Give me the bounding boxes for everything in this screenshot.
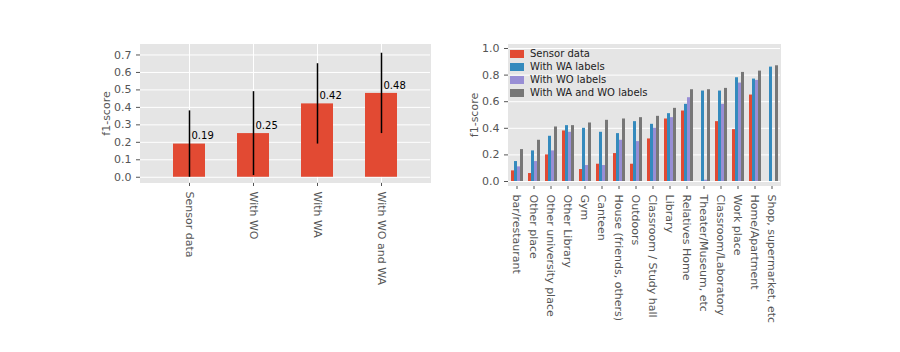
svg-text:1.0: 1.0 xyxy=(482,42,500,55)
svg-text:Gym: Gym xyxy=(578,195,591,221)
svg-text:0.6: 0.6 xyxy=(114,66,132,79)
svg-text:bar/restaurant: bar/restaurant xyxy=(510,195,523,275)
svg-text:Home/Apartment: Home/Apartment xyxy=(748,195,761,291)
svg-text:Library: Library xyxy=(663,195,676,234)
svg-text:f1-score: f1-score xyxy=(100,91,113,136)
html-text:With WA labels: With WA labels xyxy=(530,61,605,72)
svg-text:0.4: 0.4 xyxy=(482,122,500,135)
svg-text:0.2: 0.2 xyxy=(482,148,500,161)
svg-text:0.25: 0.25 xyxy=(256,120,278,131)
svg-text:Canteen: Canteen xyxy=(595,195,608,241)
svg-text:Outdoors: Outdoors xyxy=(629,195,642,246)
svg-text:0.2: 0.2 xyxy=(114,136,132,149)
svg-text:Shop, supermarket, etc: Shop, supermarket, etc xyxy=(765,195,778,324)
html-text:With WA and WO labels: With WA and WO labels xyxy=(530,87,648,98)
svg-text:0.1: 0.1 xyxy=(114,153,132,166)
svg-text:House (friends, others): House (friends, others) xyxy=(612,195,625,321)
svg-text:Other Library: Other Library xyxy=(561,195,574,269)
svg-text:Other university place: Other university place xyxy=(544,195,557,317)
svg-text:0.6: 0.6 xyxy=(482,95,500,108)
html-text:With WO labels: With WO labels xyxy=(530,74,607,85)
svg-text:With WA: With WA xyxy=(311,192,324,239)
svg-text:Work place: Work place xyxy=(731,195,744,256)
svg-text:f1-score: f1-score xyxy=(468,93,481,138)
svg-text:0.0: 0.0 xyxy=(114,171,132,184)
svg-text:0.7: 0.7 xyxy=(114,49,132,62)
svg-text:Other place: Other place xyxy=(527,195,540,260)
svg-text:Relatives Home: Relatives Home xyxy=(680,195,693,281)
svg-text:Classroom/Laboratory: Classroom/Laboratory xyxy=(714,195,727,317)
svg-text:0.5: 0.5 xyxy=(114,83,132,96)
html-text:Sensor data: Sensor data xyxy=(530,48,590,59)
svg-text:0.19: 0.19 xyxy=(192,130,214,141)
svg-text:0.0: 0.0 xyxy=(482,175,500,188)
svg-text:Classroom / Study hall: Classroom / Study hall xyxy=(646,195,659,318)
svg-text:With WO: With WO xyxy=(247,192,260,240)
svg-text:0.3: 0.3 xyxy=(114,118,132,131)
svg-text:Sensor data: Sensor data xyxy=(183,192,196,258)
svg-text:0.8: 0.8 xyxy=(482,69,500,82)
svg-text:0.48: 0.48 xyxy=(384,80,406,91)
svg-text:With WO and WA: With WO and WA xyxy=(375,192,388,286)
svg-text:0.4: 0.4 xyxy=(114,101,132,114)
svg-text:Theater/Museum, etc: Theater/Museum, etc xyxy=(697,194,710,312)
svg-text:0.42: 0.42 xyxy=(320,90,342,101)
